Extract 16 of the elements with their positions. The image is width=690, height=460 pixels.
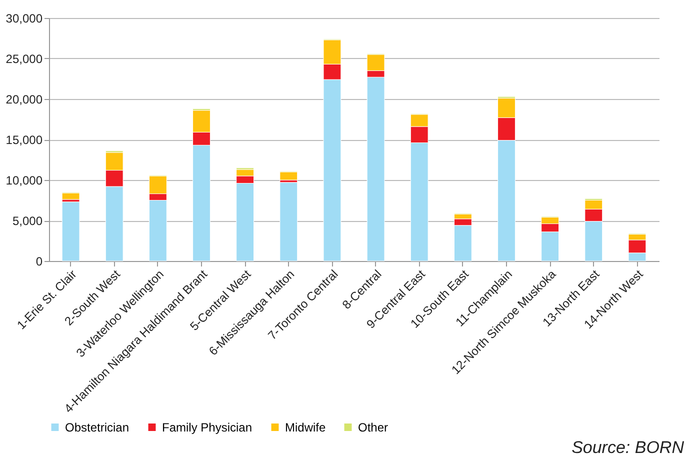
y-tick-label: 0 <box>36 254 43 268</box>
y-tick-label: 25,000 <box>6 52 43 66</box>
y-tick-label: 20,000 <box>6 92 43 106</box>
bar <box>280 172 298 180</box>
y-tick-label: 15,000 <box>6 133 43 147</box>
y-tick-label: 10,000 <box>6 174 43 188</box>
legend-label: Family Physician <box>162 420 252 434</box>
bar <box>62 192 80 200</box>
legend-label: Midwife <box>285 420 326 434</box>
source-note: Source: BORN <box>572 438 684 458</box>
y-tick-label: 5,000 <box>12 214 43 228</box>
bar <box>62 202 80 262</box>
legend-label: Other <box>358 420 388 434</box>
y-tick-label: 30,000 <box>6 12 43 26</box>
bar <box>280 182 298 262</box>
legend-label: Obstetrician <box>65 420 130 434</box>
